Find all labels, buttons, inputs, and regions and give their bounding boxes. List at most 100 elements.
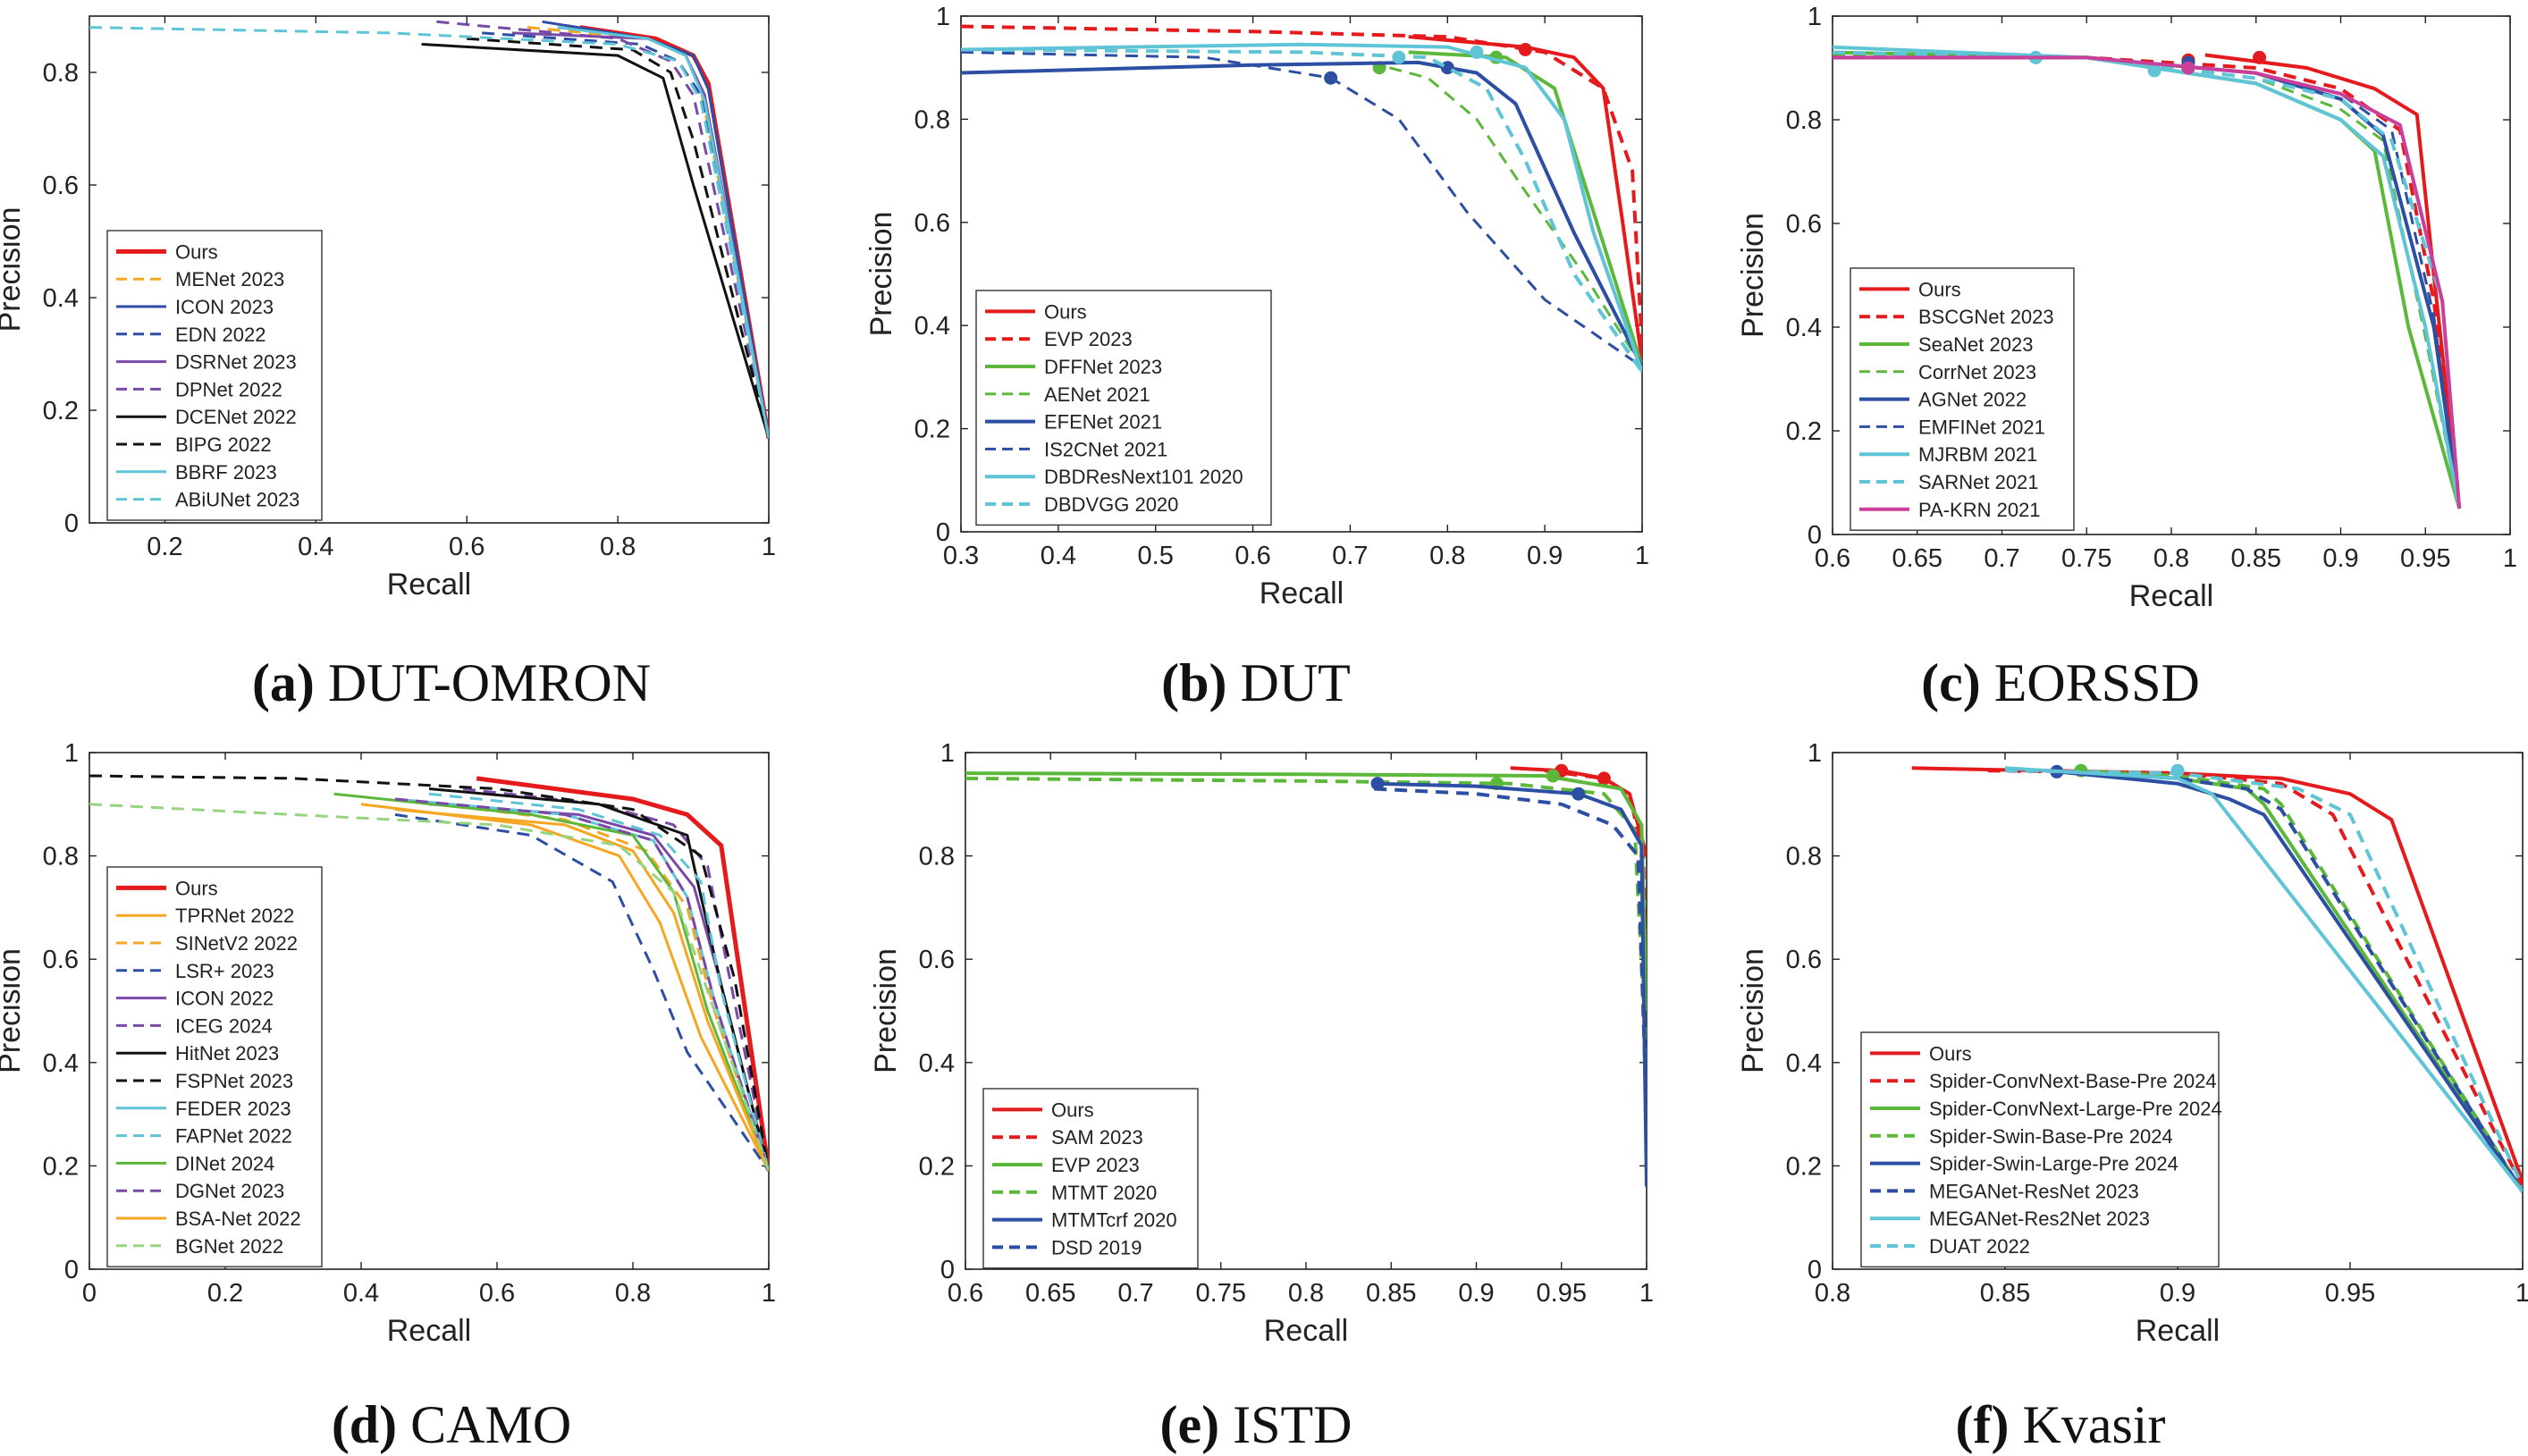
legend-box xyxy=(982,1088,1199,1269)
legend-label-corrnet-2023: CorrNet 2023 xyxy=(1918,361,2036,383)
x-tick-label: 0.85 xyxy=(2231,544,2281,573)
y-tick-label: 0.4 xyxy=(919,1049,955,1078)
y-tick-label: 0.8 xyxy=(919,843,955,871)
legend-box xyxy=(106,866,323,1267)
x-tick-label: 0.8 xyxy=(600,533,636,561)
x-tick-label: 0.6 xyxy=(1815,544,1850,573)
y-tick-label: 0 xyxy=(936,518,950,547)
series-group xyxy=(89,774,769,1173)
series-line-fspnet-2023 xyxy=(89,774,769,1172)
x-tick-label: 0.2 xyxy=(147,533,182,561)
series-line-dcenet-2022 xyxy=(421,43,769,439)
x-tick-label: 0.4 xyxy=(1041,542,1076,570)
series-line-aenet-2021 xyxy=(1369,61,1642,368)
series-marker-evp-2023 xyxy=(1546,769,1560,783)
y-tick-label: 0 xyxy=(1808,521,1822,550)
legend: Ours TPRNet 2022 SINetV2 2022 LSR+ 2023 ICON… xyxy=(106,866,323,1267)
legend-label-mtmtcrf-2020: MTMTcrf 2020 xyxy=(1051,1209,1177,1232)
series-line-hitnet-2023 xyxy=(428,787,769,1172)
legend-label-ours: Ours xyxy=(1918,278,1961,300)
series-marker-dbdvgg-2020 xyxy=(1392,50,1406,64)
legend-label-pa-krn-2021: PA-KRN 2021 xyxy=(1918,499,2041,521)
series-line-edn-2022 xyxy=(481,31,769,439)
panel-caption-b: (b) DUT xyxy=(1161,653,1351,712)
series-line-spider-swin-base-pre-2024 xyxy=(2074,769,2523,1193)
x-tick-label: 0.6 xyxy=(1235,542,1270,570)
chart-kvasir: 0.8 0.85 0.9 0.95 1 0 0.2 0.4 0.6 0.8 1 Recall Preci… xyxy=(1736,739,2528,1348)
series-line-dinet-2024 xyxy=(333,792,769,1172)
x-tick-label: 0.7 xyxy=(1332,542,1368,570)
y-axis-label: Precision xyxy=(0,948,27,1073)
legend-label-ours: Ours xyxy=(175,877,218,899)
y-tick-label: 0.8 xyxy=(43,843,79,871)
x-tick-label: 0.6 xyxy=(948,1279,983,1308)
legend-label-dbdresnext101-2020: DBDResNext101 2020 xyxy=(1044,466,1243,488)
x-tick-label: 0.9 xyxy=(2160,1279,2195,1308)
chart-istd: 0.6 0.65 0.7 0.75 0.8 0.85 0.9 0.95 1 0 0.2 0.4 0.6 0… xyxy=(869,739,1654,1348)
y-tick-label: 0.6 xyxy=(1786,210,1822,239)
series-line-dsd-2019 xyxy=(1374,787,1647,1115)
legend-label-bipg-2022: BIPG 2022 xyxy=(175,433,272,456)
y-tick-label: 1 xyxy=(1808,739,1822,768)
y-tick-label: 0.2 xyxy=(1786,417,1822,446)
legend-label-dsd-2019: DSD 2019 xyxy=(1051,1236,1142,1258)
series-line-tprnet-2022 xyxy=(360,803,769,1172)
panel-caption-d: (d) CAMO xyxy=(331,1395,572,1454)
legend-label-spider-convnext-base-pre-2024: Spider-ConvNext-Base-Pre 2024 xyxy=(1929,1070,2217,1092)
legend: Ours SAM 2023 EVP 2023 MTMT 2020 MTMTcrf 202… xyxy=(982,1088,1199,1269)
x-tick-label: 1 xyxy=(762,1279,776,1308)
y-tick-label: 0.2 xyxy=(1786,1152,1822,1181)
x-tick-label: 1 xyxy=(1639,1279,1654,1308)
series-line-sam-2023 xyxy=(1544,769,1647,1012)
legend-label-dpnet-2022: DPNet 2022 xyxy=(175,378,282,400)
x-tick-label: 0.85 xyxy=(1366,1279,1416,1308)
y-tick-label: 0.6 xyxy=(1786,946,1822,974)
series-line-mtmt-2020 xyxy=(965,776,1647,1063)
y-tick-label: 0 xyxy=(64,509,79,538)
x-tick-label: 0.7 xyxy=(1117,1279,1153,1308)
series-line-spider-swin-large-pre-2024 xyxy=(2056,770,2523,1193)
series-marker-dsd-2019 xyxy=(1370,777,1385,791)
series-marker-is2cnet-2021 xyxy=(1324,71,1338,85)
y-tick-label: 0.4 xyxy=(43,284,79,313)
y-axis-label: Precision xyxy=(869,948,903,1073)
legend-label-hitnet-2023: HitNet 2023 xyxy=(175,1042,279,1065)
series-line-is2cnet-2021 xyxy=(961,50,1642,368)
chart-dut-omron: 0.2 0.4 0.6 0.8 1 0 0.2 0.4 0.6 0.8 Recall Precisio… xyxy=(0,15,776,602)
x-tick-label: 1 xyxy=(1635,542,1649,570)
series-line-fapnet-2022 xyxy=(428,792,769,1172)
series-line-evp-2023 xyxy=(965,771,1647,1012)
legend-label-is2cnet-2021: IS2CNet 2021 xyxy=(1044,438,1167,460)
series-group xyxy=(1911,763,2523,1193)
y-tick-label: 0.4 xyxy=(43,1049,79,1078)
series-marker-pa-krn-2021 xyxy=(2181,61,2195,75)
legend-label-aenet-2021: AENet 2021 xyxy=(1044,383,1150,406)
legend-label-dffnet-2023: DFFNet 2023 xyxy=(1044,356,1162,378)
panel-caption-e: (e) ISTD xyxy=(1159,1395,1352,1454)
legend-label-duat-2022: DUAT 2022 xyxy=(1929,1235,2030,1258)
series-line-duat-2022 xyxy=(2004,769,2523,1188)
series-group xyxy=(965,763,1647,1187)
legend: Ours MENet 2023 ICON 2023 EDN 2022 DSRNet 20… xyxy=(106,230,323,521)
y-tick-label: 0 xyxy=(1808,1256,1822,1284)
x-tick-label: 0.2 xyxy=(207,1279,243,1308)
x-tick-label: 0.8 xyxy=(2153,544,2189,573)
x-tick-label: 0.5 xyxy=(1138,542,1174,570)
x-tick-label: 0.6 xyxy=(479,1279,515,1308)
series-line-feder-2023 xyxy=(394,797,769,1172)
x-tick-label: 0.95 xyxy=(1537,1279,1587,1308)
legend-label-mjrbm-2021: MJRBM 2021 xyxy=(1918,443,2037,466)
x-tick-label: 0.95 xyxy=(2325,1279,2375,1308)
x-tick-label: 0.8 xyxy=(1288,1279,1324,1308)
panel-caption-f: (f) Kvasir xyxy=(1955,1395,2166,1454)
x-tick-label: 0.65 xyxy=(1025,1279,1075,1308)
x-tick-label: 1 xyxy=(2503,544,2517,573)
x-axis-label: Recall xyxy=(2129,579,2213,613)
x-tick-label: 0.9 xyxy=(1527,542,1563,570)
x-tick-label: 1 xyxy=(2515,1279,2528,1308)
x-tick-label: 0.4 xyxy=(298,533,333,561)
y-tick-label: 0.6 xyxy=(43,172,79,200)
legend-label-tprnet-2022: TPRNet 2022 xyxy=(175,905,294,927)
legend-label-dgnet-2023: DGNet 2023 xyxy=(175,1180,284,1202)
